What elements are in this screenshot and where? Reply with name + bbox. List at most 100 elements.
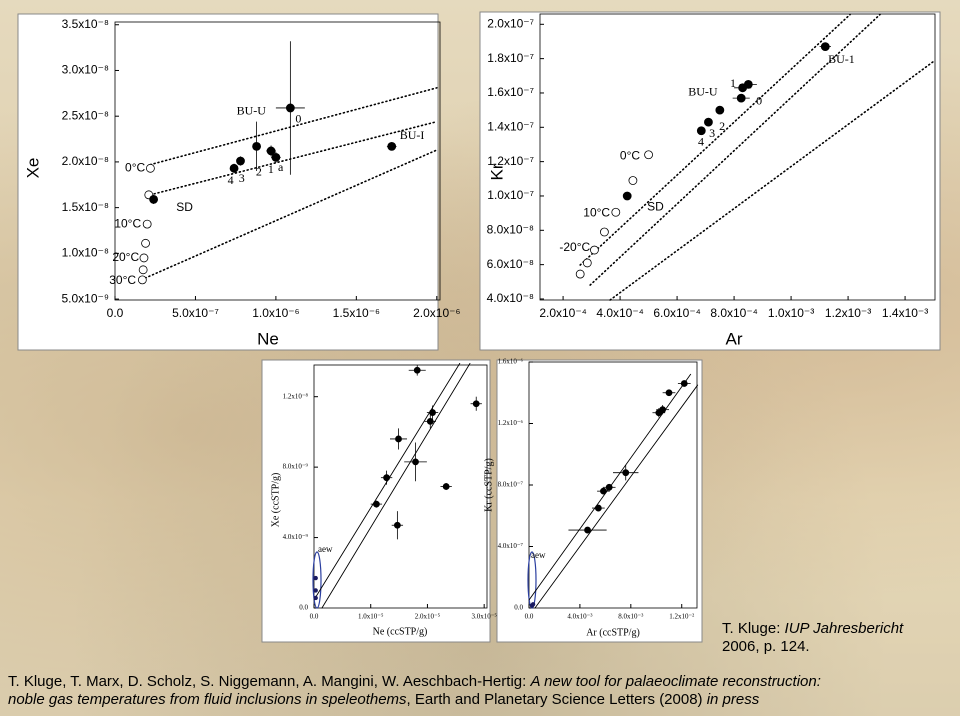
- text-run: IUP Jahresbericht: [784, 620, 904, 637]
- data-point: [622, 469, 630, 477]
- data-point: [530, 602, 536, 607]
- data-point: [584, 526, 591, 534]
- data-point: [426, 417, 434, 425]
- annotation: 0°C: [620, 149, 640, 163]
- chart: 0.0 1.0x10⁻⁵ 2.0x10⁻⁵ 3.0x10⁻⁵ 0.0 4.0x10⁻⁹ 8.…: [261, 359, 497, 643]
- data-point: [429, 409, 436, 416]
- data-point: [372, 500, 380, 508]
- annotation: BU-I: [400, 128, 425, 142]
- text-run: , Earth and Planetary Science Letters (2…: [406, 691, 707, 708]
- x-tick-label: 0.0: [107, 306, 124, 320]
- y-tick-label: 1.8x10⁻⁷: [487, 51, 534, 65]
- data-point: [236, 156, 245, 166]
- data-point: [271, 152, 281, 162]
- y-tick-label: 8.0x10⁻⁹: [283, 463, 309, 471]
- x-tick-label: 6.0x10⁻⁴: [653, 306, 701, 320]
- fit-line: [149, 87, 438, 166]
- text-line: T. Kluge, T. Marx, D. Scholz, S. Niggema…: [8, 673, 821, 691]
- data-point: [611, 207, 621, 217]
- data-point: [141, 238, 150, 248]
- x-tick-label: 2.0x10⁻⁶: [413, 306, 460, 320]
- y-tick-label: 2.5x10⁻⁸: [62, 108, 109, 122]
- data-point: [393, 521, 401, 529]
- annotation: -20°C: [559, 240, 590, 254]
- data-point: [138, 265, 148, 275]
- y-axis-label: Xe (ccSTP/g): [270, 473, 281, 528]
- annotation: 4: [698, 135, 704, 149]
- annotation: 0: [295, 112, 301, 126]
- annotation: 30°C: [109, 273, 136, 287]
- text-run: in press: [706, 691, 760, 708]
- y-axis-label: Kr (ccSTP/g): [483, 458, 494, 512]
- y-tick-label: 0.0: [299, 604, 308, 612]
- data-point: [736, 93, 746, 103]
- annotation: aew: [531, 550, 546, 560]
- y-tick-label: 5.0x10⁻⁹: [61, 291, 109, 305]
- data-point: [743, 79, 753, 89]
- data-point: [137, 275, 147, 285]
- chart: 0.0 5.0x10⁻⁷ 1.0x10⁻⁶ 1.5x10⁻⁶ 2.0x10⁻⁶ 5.0x1…: [17, 13, 460, 351]
- x-tick-label: 2.0x10⁻⁴: [539, 306, 587, 320]
- x-tick-label: 1.0x10⁻⁶: [252, 306, 299, 320]
- chart: 0.0 4.0x10⁻³ 8.0x10⁻³ 1.2x10⁻² 0.0 4.0x10⁻⁷ 8.…: [483, 358, 703, 643]
- y-tick-label: 1.5x10⁻⁸: [62, 200, 109, 214]
- y-tick-label: 2.0x10⁻⁸: [62, 154, 109, 168]
- data-point: [413, 366, 421, 374]
- data-point: [142, 219, 152, 229]
- data-point: [665, 389, 673, 397]
- annotation: 4: [228, 173, 234, 187]
- text-line: T. Kluge: IUP Jahresbericht: [722, 620, 903, 638]
- annotation: BU-U: [688, 85, 718, 99]
- data-point: [659, 406, 667, 414]
- data-point: [145, 163, 155, 173]
- data-point: [600, 227, 609, 237]
- plot-frame: [313, 364, 488, 609]
- annotation: 20°C: [112, 250, 139, 264]
- x-tick-label: 5.0x10⁻⁷: [172, 306, 219, 320]
- aew-ellipse: [527, 551, 537, 609]
- data-point: [285, 103, 295, 113]
- data-point: [590, 245, 599, 255]
- y-tick-label: 1.2x10⁻⁸: [283, 392, 309, 400]
- y-tick-label: 1.4x10⁻⁷: [487, 119, 534, 133]
- x-tick-label: 1.5x10⁻⁶: [333, 306, 380, 320]
- plot-frame: [114, 21, 441, 301]
- x-axis-label: Ar: [726, 329, 743, 348]
- data-point: [628, 176, 638, 185]
- x-tick-label: 1.4x10⁻³: [882, 306, 928, 320]
- data-point: [252, 141, 261, 151]
- text-run: A new tool for palaeoclimate reconstruct…: [530, 673, 821, 690]
- annotation: 1: [268, 162, 274, 176]
- data-point: [395, 435, 402, 443]
- data-point: [313, 575, 318, 581]
- y-tick-label: 4.0x10⁻⁷: [498, 542, 524, 550]
- text-run: noble gas temperatures from fluid inclus…: [8, 691, 407, 708]
- y-axis-label: Xe: [23, 158, 42, 179]
- y-tick-label: 1.0x10⁻⁷: [487, 188, 534, 202]
- data-point: [696, 126, 706, 136]
- y-tick-label: 1.6x10⁻⁶: [498, 358, 524, 366]
- text-line: 2006, p. 124.: [722, 638, 903, 656]
- data-point: [139, 253, 149, 263]
- y-tick-label: 3.5x10⁻⁸: [62, 17, 109, 31]
- x-tick-label: 3.0x10⁻⁵: [471, 613, 497, 621]
- annotation: 0: [756, 93, 762, 107]
- annotation: SD: [176, 200, 193, 214]
- y-tick-label: 6.0x10⁻⁸: [487, 257, 534, 271]
- x-tick-label: 1.0x10⁻³: [768, 306, 814, 320]
- x-tick-label: 4.0x10⁻⁴: [596, 306, 644, 320]
- data-point: [605, 483, 613, 491]
- x-tick-label: 1.0x10⁻⁵: [358, 613, 384, 621]
- x-tick-label: 0.0: [525, 613, 534, 621]
- annotation: 0°C: [125, 160, 145, 174]
- data-point: [472, 400, 480, 408]
- x-tick-label: 1.2x10⁻³: [825, 306, 871, 320]
- data-point: [266, 146, 276, 156]
- data-point: [149, 195, 159, 204]
- y-axis-label: Kr: [487, 163, 506, 180]
- data-point: [412, 458, 419, 466]
- data-point: [715, 105, 725, 115]
- data-point: [644, 150, 653, 160]
